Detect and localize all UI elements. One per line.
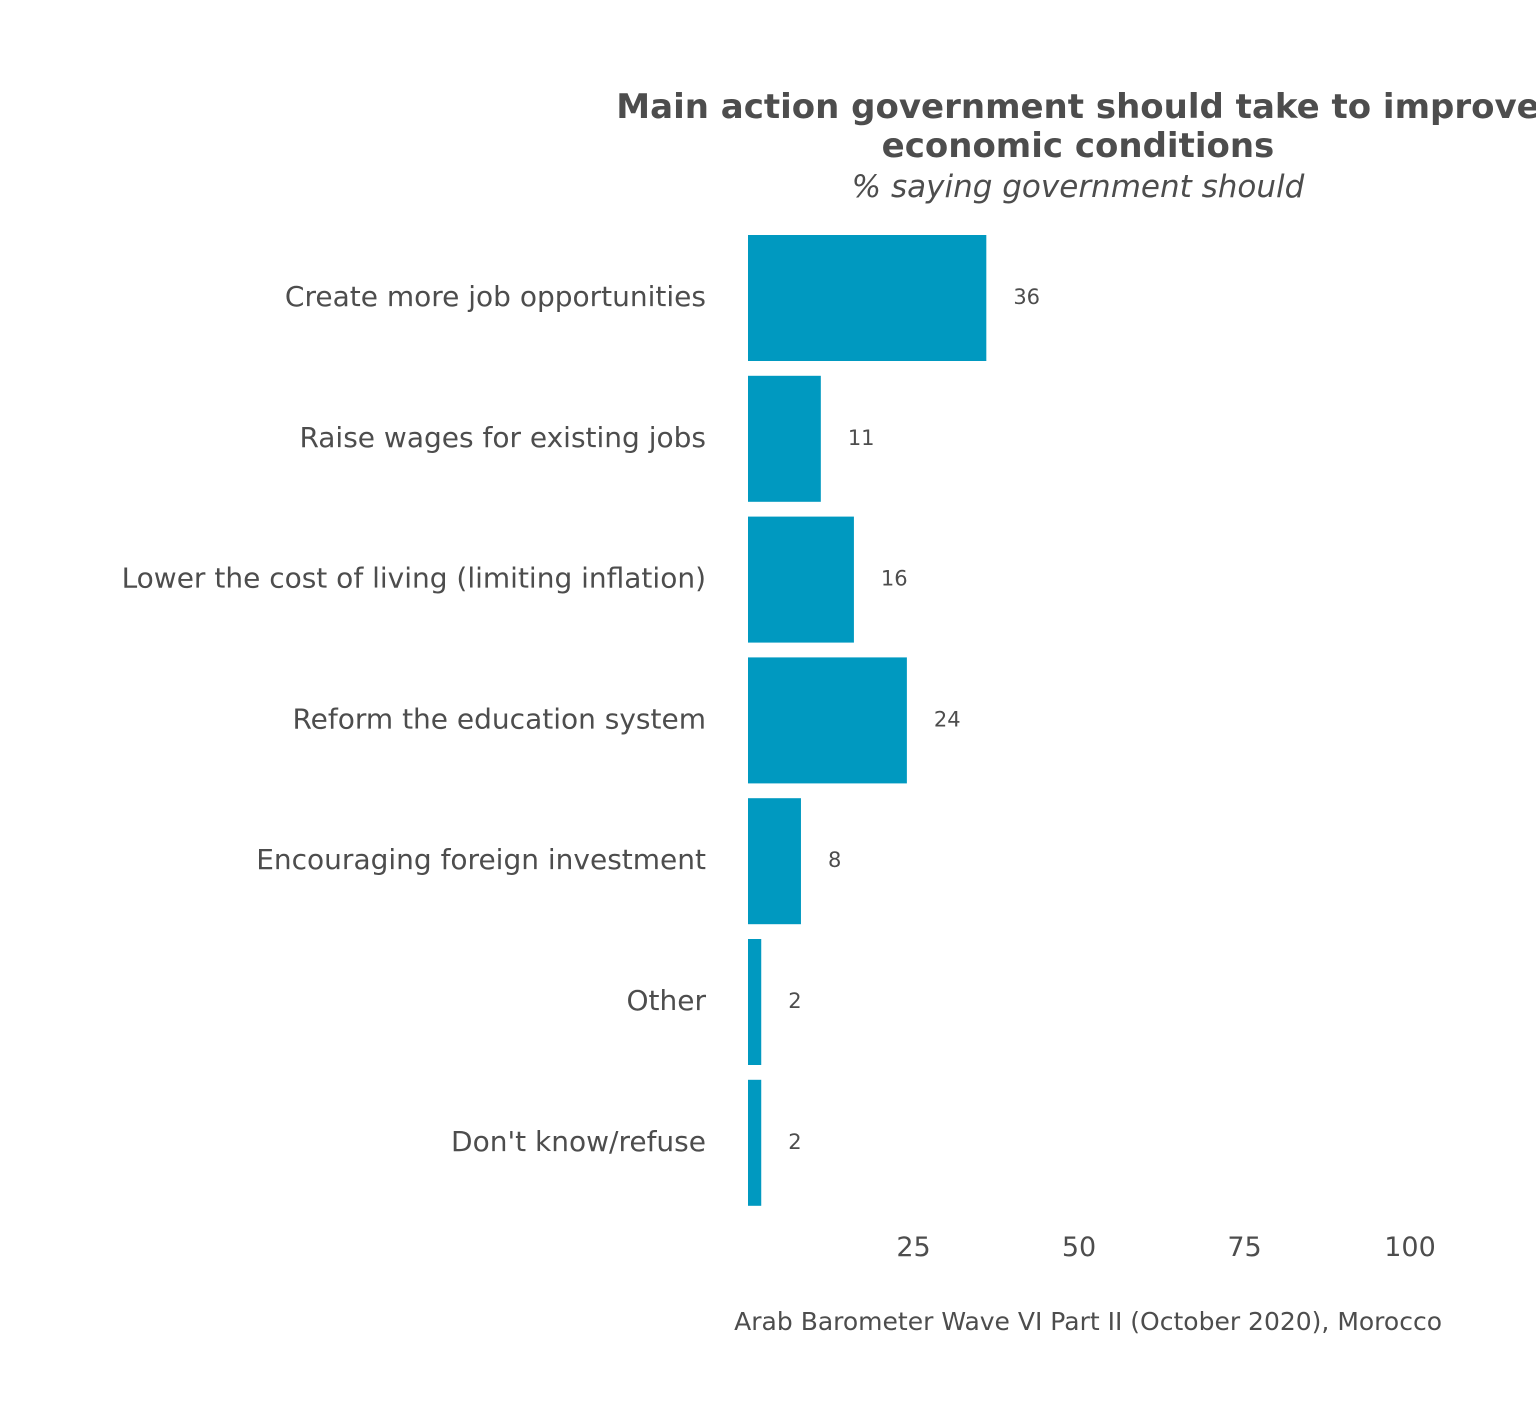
- chart-title-line-2: economic conditions: [882, 126, 1275, 166]
- x-tick-label: 25: [896, 1232, 930, 1263]
- bar: [748, 375, 821, 502]
- bar: [748, 235, 987, 361]
- category-label: Encouraging foreign investment: [256, 843, 706, 876]
- value-label: 24: [934, 707, 961, 731]
- value-label: 11: [848, 426, 875, 450]
- value-label: 16: [881, 567, 908, 591]
- chart-title-line-1: Main action government should take to im…: [616, 87, 1536, 127]
- chart-subtitle: % saying government should: [852, 169, 1305, 205]
- bar: [748, 657, 907, 784]
- chart-caption: Arab Barometer Wave VI Part II (October …: [734, 1307, 1442, 1336]
- value-label: 8: [828, 848, 841, 872]
- value-label: 2: [788, 989, 801, 1013]
- bar: [748, 516, 854, 643]
- category-label: Other: [626, 984, 706, 1017]
- value-label: 2: [788, 1130, 801, 1154]
- category-label: Lower the cost of living (limiting infla…: [122, 562, 706, 595]
- bar: [748, 939, 762, 1065]
- x-tick-label: 75: [1227, 1232, 1261, 1263]
- x-tick-label: 50: [1062, 1232, 1096, 1263]
- category-label: Don't know/refuse: [451, 1125, 706, 1158]
- category-label: Reform the education system: [292, 702, 706, 735]
- x-tick-label: 100: [1384, 1232, 1436, 1263]
- value-label: 36: [1013, 285, 1040, 309]
- bar: [748, 798, 801, 925]
- x-axis: 25 50 75 100: [896, 1232, 1435, 1263]
- category-label: Create more job opportunities: [285, 280, 706, 313]
- category-label: Raise wages for existing jobs: [299, 421, 706, 454]
- bar: [748, 1079, 762, 1206]
- bars-layer: Create more job opportunities 36 Raise wag…: [122, 235, 1040, 1206]
